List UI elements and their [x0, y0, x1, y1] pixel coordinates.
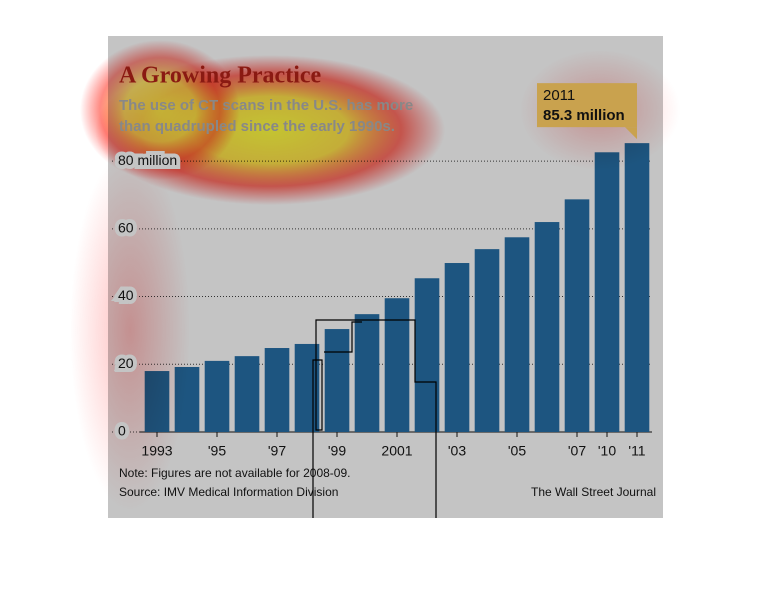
- annotation-year: 2011: [543, 87, 575, 104]
- note: Note: Figures are not available for 2008…: [119, 466, 350, 480]
- text-layer: A Growing Practice The use of CT scans i…: [114, 63, 656, 500]
- bar: [504, 237, 530, 432]
- bar: [324, 329, 350, 432]
- annotation-box: [537, 83, 637, 128]
- subtitle: than quadrupled since the early 1990s.: [119, 118, 395, 135]
- y-tick-label: 40: [118, 287, 134, 303]
- x-tick-label: 1993: [141, 443, 172, 459]
- y-tick-label: 0: [118, 423, 126, 439]
- annotation-pointer: [625, 127, 637, 140]
- x-tick-label: 2001: [381, 443, 412, 459]
- bar: [354, 314, 380, 432]
- x-tick-label: '07: [568, 443, 586, 459]
- heat-spot: [80, 40, 240, 180]
- bar: [534, 222, 560, 432]
- y-tick-label: 60: [118, 220, 134, 236]
- credit: The Wall Street Journal: [531, 485, 656, 499]
- bar: [624, 143, 650, 432]
- bar: [474, 249, 500, 432]
- x-tick-label: '05: [508, 443, 526, 459]
- bar: [444, 263, 470, 432]
- annotation-callout: 2011 85.3 million: [537, 83, 637, 140]
- bar: [264, 348, 290, 432]
- bar: [294, 343, 320, 432]
- x-tick-label: '97: [268, 443, 286, 459]
- x-tick-label: '10: [598, 443, 616, 459]
- scanpath: [312, 319, 437, 518]
- y-tick-label: 20: [118, 355, 134, 371]
- x-tick-label: '03: [448, 443, 466, 459]
- gaze-path: [312, 319, 437, 518]
- x-tick-label: '11: [628, 443, 645, 459]
- x-tick-label: '99: [328, 443, 346, 459]
- heatmap-overlay: [70, 40, 680, 510]
- bar: [384, 298, 410, 432]
- subtitle: The use of CT scans in the U.S. has more: [119, 97, 413, 114]
- bar: [594, 152, 620, 432]
- source: Source: IMV Medical Information Division: [119, 485, 338, 499]
- gaze-path: [324, 321, 362, 353]
- bar: [564, 199, 590, 432]
- bar: [414, 278, 440, 432]
- data-label: 85.3 million: [543, 107, 625, 124]
- heat-spot: [70, 150, 190, 510]
- bar: [204, 360, 230, 432]
- bar: [234, 356, 260, 432]
- x-tick-label: '95: [208, 443, 226, 459]
- y-tick-label: 80 million: [118, 152, 177, 168]
- chart-title: A Growing Practice: [119, 63, 322, 89]
